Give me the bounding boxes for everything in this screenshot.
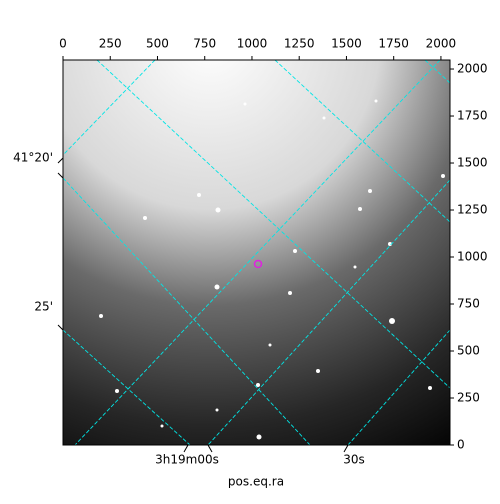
y-tick-label: 1500 — [457, 156, 488, 170]
y-tick-label: 2000 — [457, 62, 488, 76]
y-tick-label: 1000 — [457, 250, 488, 264]
x-tick-label: 1750 — [378, 37, 409, 51]
coord-ticks — [57, 157, 349, 453]
stars — [99, 99, 445, 440]
x-tick-label: 2000 — [426, 37, 457, 51]
ra-tick-label: 30s — [343, 453, 365, 467]
source-marker — [253, 259, 263, 269]
x-tick-label: 0 — [59, 37, 67, 51]
y-tick-label: 1250 — [457, 203, 488, 217]
x-tick-label: 1500 — [331, 37, 362, 51]
y-tick-label: 750 — [457, 297, 480, 311]
y-tick-label: 1750 — [457, 109, 488, 123]
dec-tick-label: 25' — [34, 300, 53, 314]
sky-image — [63, 60, 450, 445]
x-axis-label: pos.eq.ra — [228, 475, 284, 489]
x-tick-label: 500 — [146, 37, 169, 51]
x-tick-label: 1250 — [284, 37, 315, 51]
x-tick-label: 1000 — [237, 37, 268, 51]
y-tick-label: 500 — [457, 344, 480, 358]
y-tick-label: 0 — [457, 438, 465, 452]
axes-frame — [62, 59, 451, 446]
coordinate-grid — [63, 60, 450, 445]
dec-tick-label: 41°20' — [13, 151, 53, 165]
x-tick-label: 750 — [193, 37, 216, 51]
y-tick-label: 250 — [457, 391, 480, 405]
ra-tick-label: 3h19m00s — [155, 453, 219, 467]
x-tick-label: 250 — [99, 37, 122, 51]
